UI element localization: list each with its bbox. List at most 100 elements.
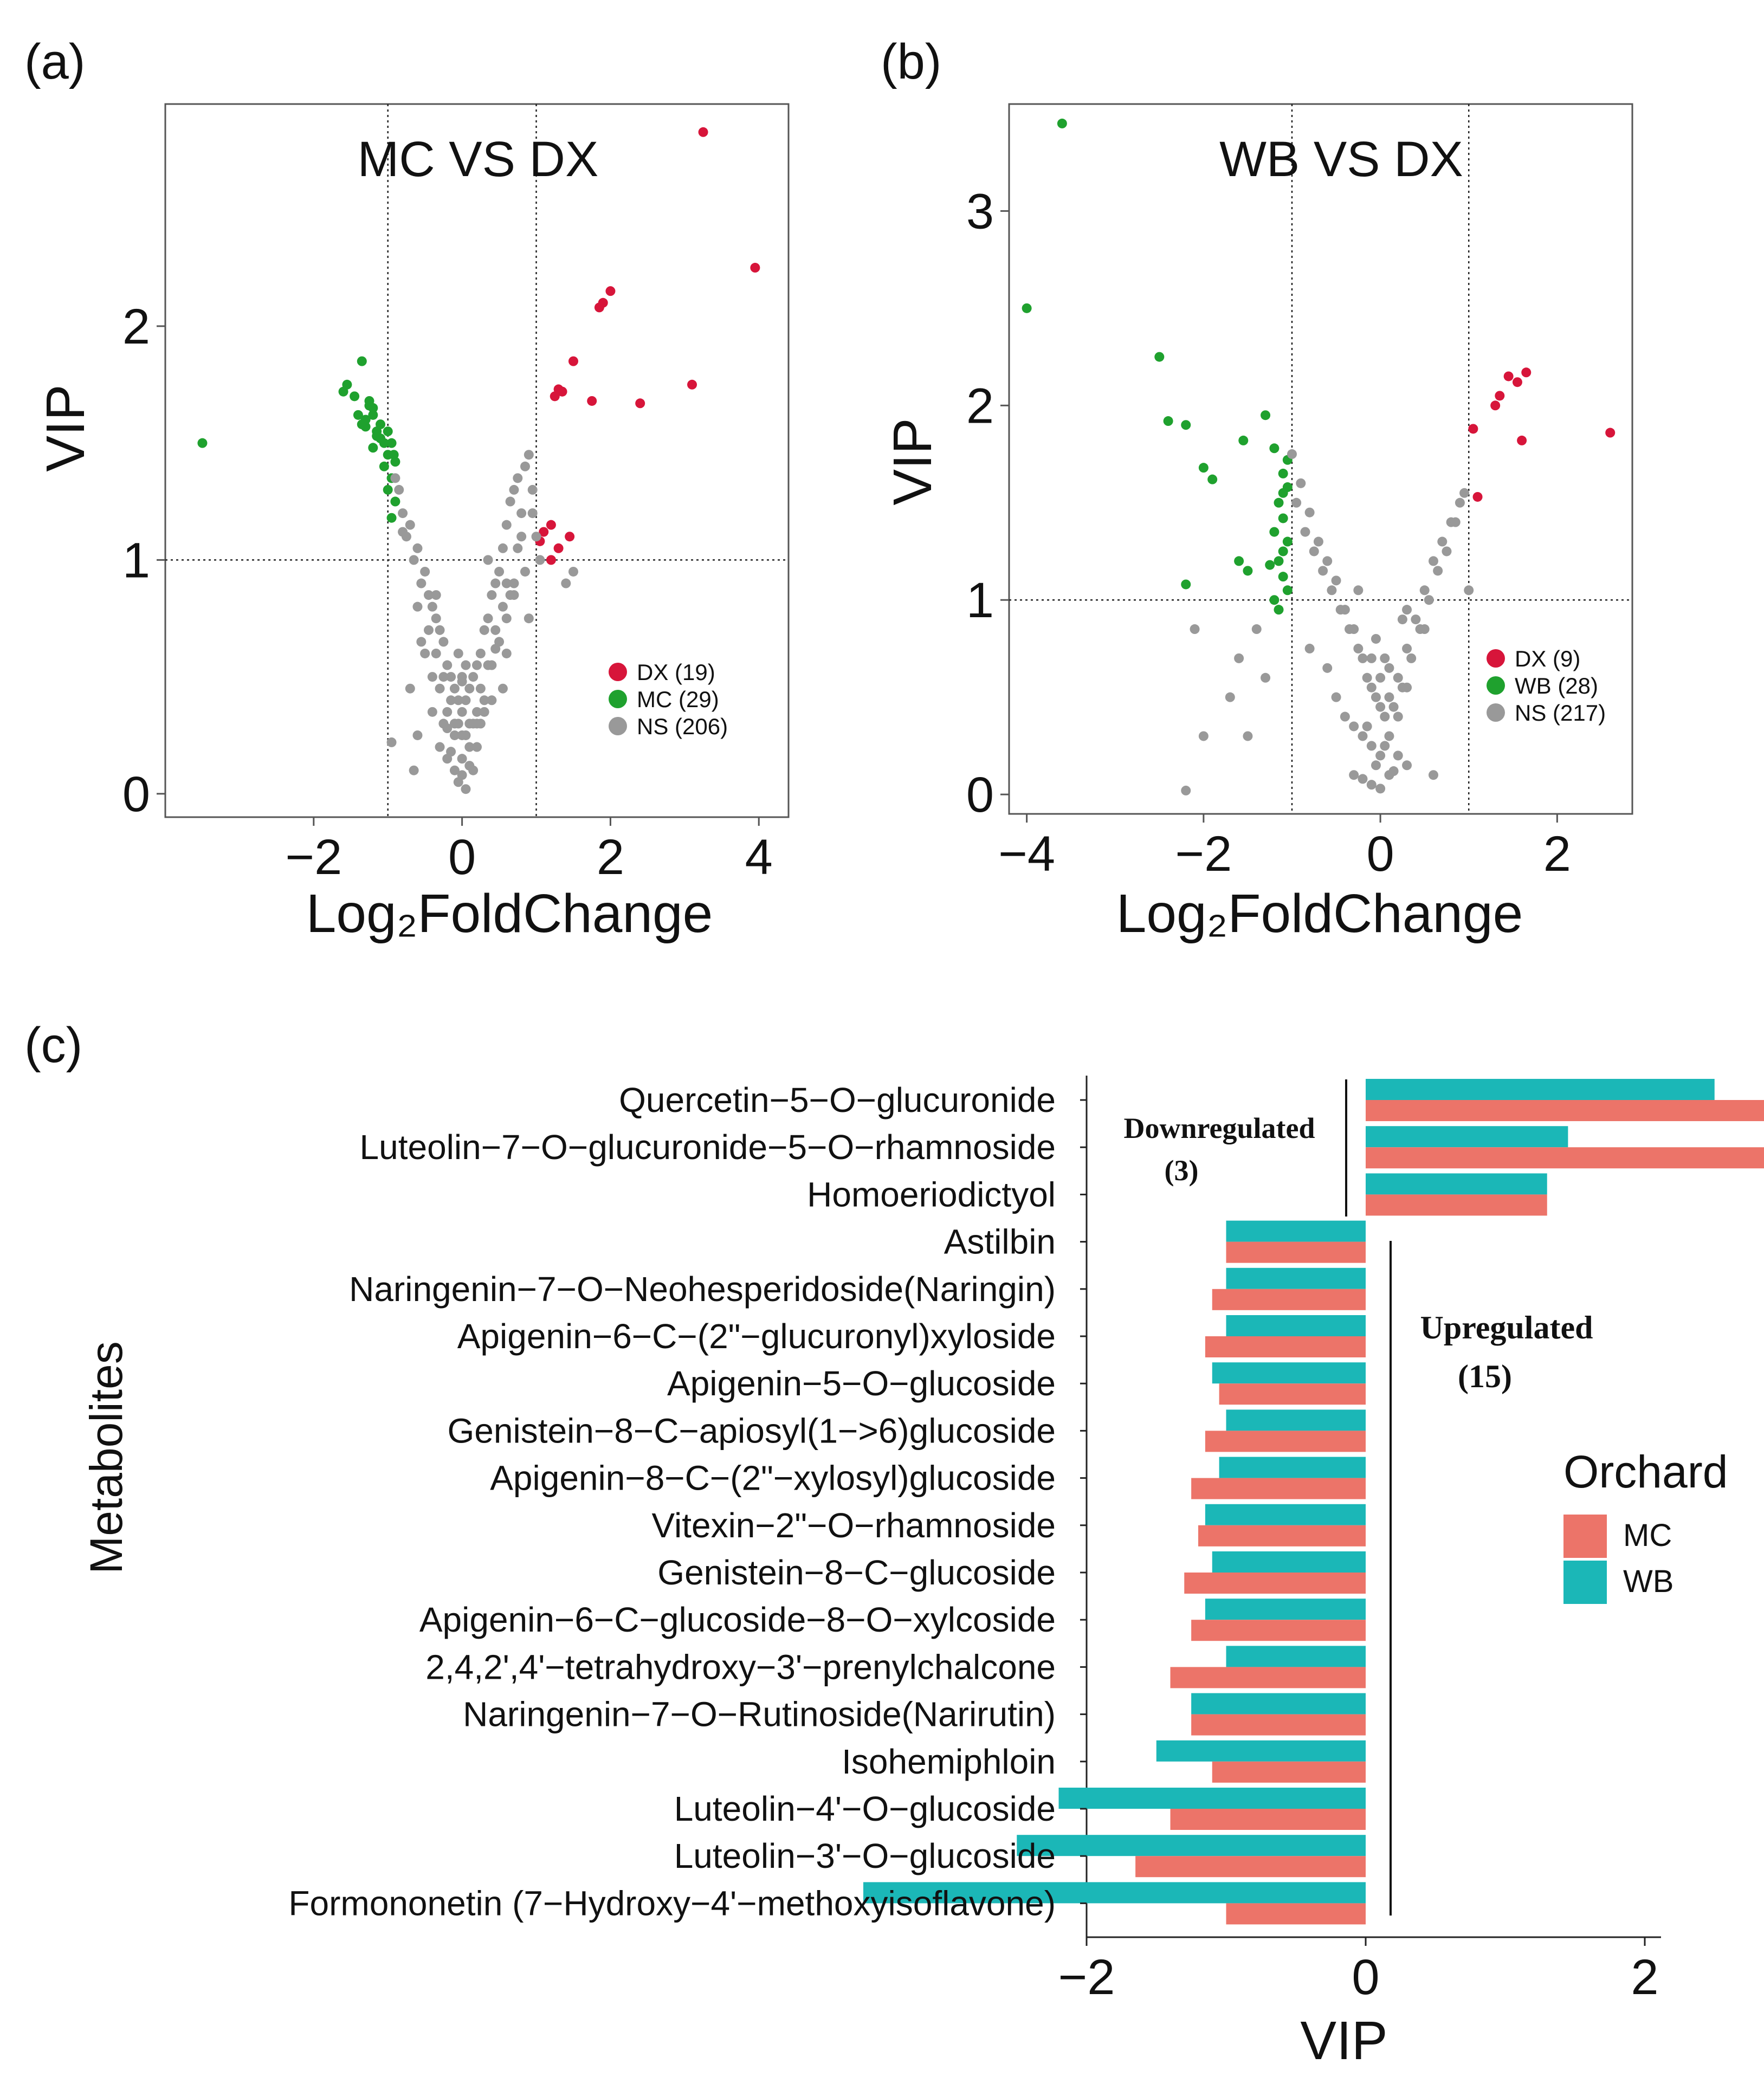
category-label: Luteolin−7−O−glucuronide−5−O−rhamnoside (360, 1128, 1056, 1167)
data-point (1503, 371, 1514, 381)
category-label: Luteolin−3'−O−glucoside (674, 1836, 1056, 1875)
data-point (379, 461, 389, 471)
plot-frame (1008, 103, 1633, 815)
data-point (539, 527, 549, 537)
y-tick-label: 2 (122, 299, 150, 354)
data-point (1371, 692, 1381, 702)
series-ns (1181, 449, 1474, 795)
data-point (605, 286, 616, 296)
data-point (412, 730, 423, 740)
x-axis-label: Log₂FoldChange (306, 883, 713, 944)
data-point (1402, 682, 1412, 693)
data-point (497, 601, 508, 612)
data-point (442, 723, 453, 734)
x-axis-label: Log₂FoldChange (1116, 883, 1523, 944)
data-point (1349, 721, 1359, 732)
category-label: Naringenin−7−O−Neohesperidoside(Naringin… (349, 1270, 1056, 1309)
data-point (435, 625, 445, 635)
data-point (505, 496, 515, 507)
category-label: 2,4,2',4'−tetrahydroxy−3'−prenylchalcone (425, 1647, 1056, 1686)
data-point (409, 765, 419, 775)
data-point (1318, 566, 1328, 576)
data-point (1393, 672, 1403, 683)
data-point (386, 513, 397, 523)
data-point (1296, 478, 1306, 488)
panel-label: (b) (881, 34, 941, 89)
data-point (561, 578, 571, 588)
data-point (1349, 770, 1359, 780)
y-axis-label: Metabolites (81, 1341, 132, 1574)
data-point (1274, 605, 1284, 615)
data-point (479, 707, 489, 717)
legend-marker (609, 690, 627, 708)
data-point (1433, 566, 1443, 576)
data-point (461, 660, 471, 670)
data-point (1154, 352, 1165, 362)
bar-wb (1226, 1409, 1366, 1431)
data-point (435, 742, 445, 752)
data-point (1291, 497, 1302, 508)
data-point (197, 438, 208, 448)
data-point (453, 777, 463, 787)
legend-label: WB (28) (1515, 673, 1598, 698)
data-point (1331, 575, 1341, 586)
data-point (420, 566, 430, 577)
series-ns (386, 450, 578, 794)
legend: DX (9)WB (28)NS (217) (1487, 646, 1606, 726)
data-point (483, 613, 493, 624)
data-point (1411, 614, 1421, 625)
bar-mc (1226, 1903, 1366, 1925)
x-tick-label: 0 (448, 830, 476, 885)
panel-label: (c) (24, 1018, 82, 1073)
bar-mc (1135, 1856, 1366, 1878)
x-tick-label: 2 (1631, 1950, 1658, 2005)
data-point (372, 426, 382, 437)
data-point (1278, 546, 1288, 557)
data-point (1380, 741, 1390, 751)
legend-marker (1487, 649, 1505, 668)
legend-marker (609, 663, 627, 681)
data-point (1366, 682, 1377, 693)
data-point (501, 578, 512, 588)
legend-marker (1487, 703, 1505, 722)
data-point (1198, 731, 1209, 741)
bar-mc (1191, 1714, 1366, 1736)
data-point (368, 410, 378, 420)
data-point (475, 683, 486, 694)
data-point (1238, 435, 1249, 445)
data-point (1265, 560, 1275, 570)
data-point (1402, 643, 1412, 653)
y-tick-label: 0 (122, 767, 150, 822)
bar-wb (1058, 1788, 1366, 1809)
data-point (390, 473, 400, 483)
data-point (398, 508, 408, 519)
data-point (1331, 692, 1341, 702)
data-point (1362, 672, 1372, 683)
data-point (490, 644, 501, 654)
data-point (479, 695, 489, 706)
data-point (412, 543, 423, 553)
data-point (1282, 585, 1293, 596)
legend-label: WB (1623, 1564, 1673, 1599)
data-point (1472, 491, 1483, 502)
data-point (1442, 546, 1452, 557)
data-point (1269, 443, 1280, 454)
data-point (1269, 595, 1280, 605)
data-point (438, 637, 449, 647)
data-point (353, 410, 363, 420)
data-point (1490, 400, 1501, 411)
data-point (1384, 731, 1394, 741)
data-point (1424, 595, 1434, 605)
bar-wb (1205, 1504, 1366, 1525)
data-point (1340, 711, 1350, 722)
category-label: Astilbin (944, 1222, 1056, 1261)
bar-mc (1191, 1478, 1366, 1499)
data-point (472, 660, 482, 670)
data-point (516, 508, 527, 519)
legend-label: DX (19) (637, 659, 715, 685)
legend-label: MC (29) (637, 687, 719, 712)
category-label: Quercetin−5−O−glucuronide (619, 1080, 1056, 1120)
x-tick-label: 4 (745, 830, 773, 885)
data-point (464, 742, 475, 752)
data-point (509, 590, 519, 600)
